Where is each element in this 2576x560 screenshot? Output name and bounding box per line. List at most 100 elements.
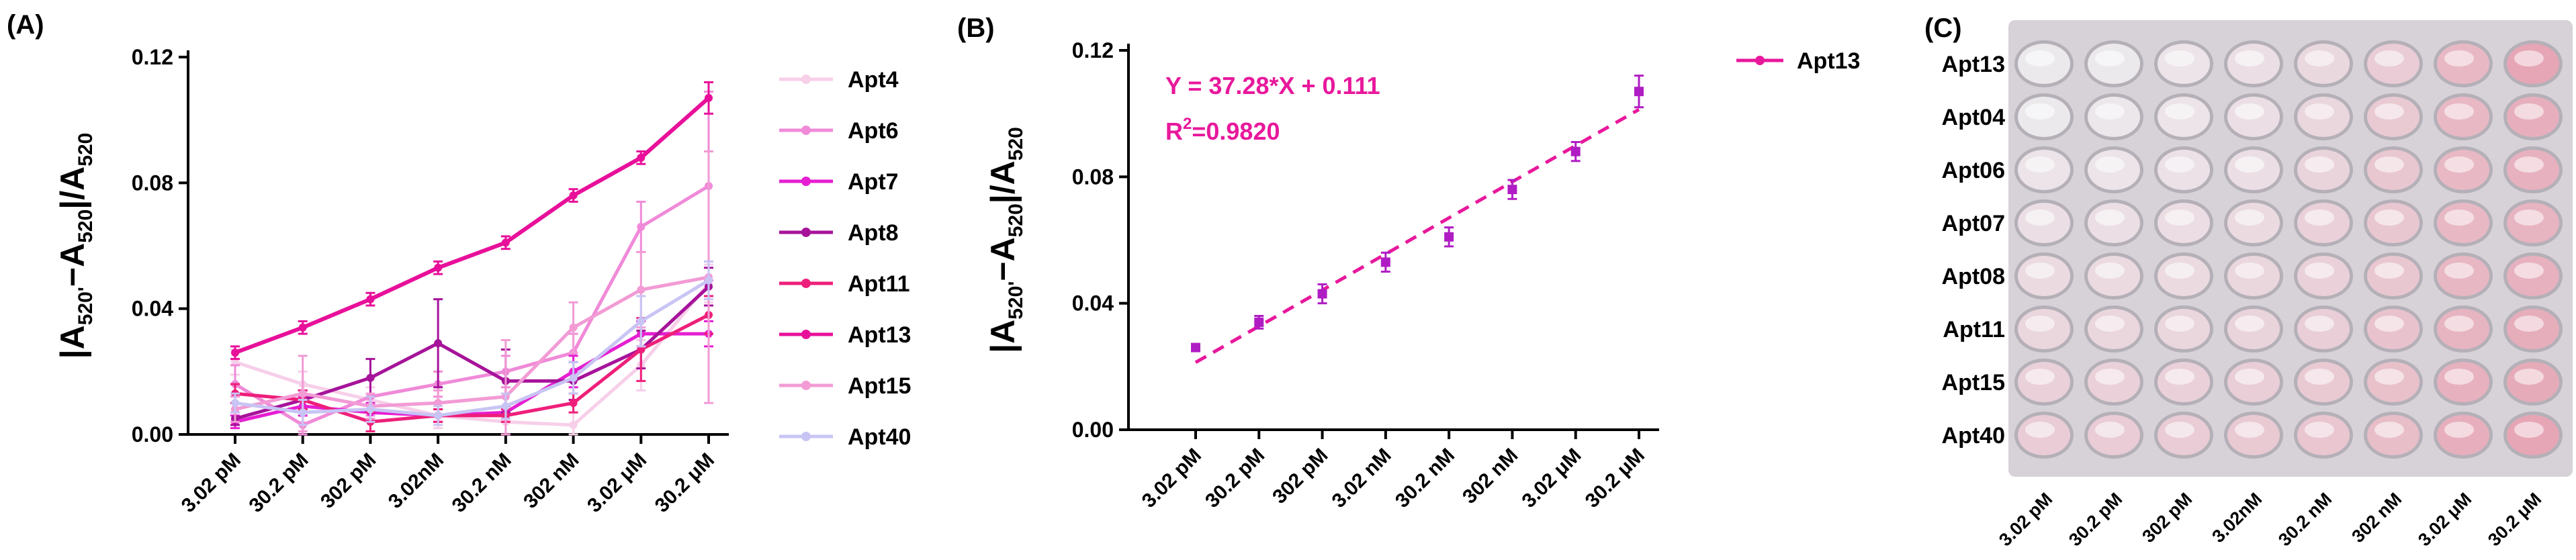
well-highlight <box>2095 103 2125 120</box>
x-tick-label: 302 pM <box>316 449 380 513</box>
data-point <box>298 408 307 417</box>
well-highlight <box>2095 263 2125 279</box>
well-highlight <box>2444 103 2474 120</box>
legend-label: Apt4 <box>848 67 899 93</box>
y-tick-label: 0.08 <box>132 171 173 195</box>
data-point <box>1254 317 1264 327</box>
plate-row-label: Apt07 <box>1942 211 2005 236</box>
x-tick-label: 3.02nM <box>384 449 448 513</box>
y-axis-label-part: 520' <box>1005 281 1027 320</box>
plate-row-label: Apt06 <box>1942 158 2005 183</box>
fit-equation-text: Y = 37.28*X + 0.111 <box>1165 72 1380 99</box>
data-point <box>1570 146 1581 156</box>
y-axis-label-part: 520 <box>75 209 97 243</box>
well-highlight <box>2025 209 2055 226</box>
plate-row-label: Apt08 <box>1942 264 2005 289</box>
panel-c-plate-photo: (C) Apt13Apt04Apt06Apt07Apt08Apt11Apt15A… <box>1924 13 2573 550</box>
series-apt15 <box>230 150 713 436</box>
data-point <box>366 405 375 414</box>
well-highlight <box>2514 422 2544 438</box>
legend-marker <box>801 126 811 135</box>
well-highlight <box>2305 209 2334 226</box>
x-tick-label: 30.2 μM <box>1581 445 1649 512</box>
data-point <box>1317 289 1327 299</box>
well-highlight <box>2374 369 2404 385</box>
plate-column-label: 30.2 nM <box>2274 489 2336 550</box>
series-line <box>234 96 710 355</box>
data-point <box>1634 87 1644 97</box>
legend-marker <box>1755 56 1765 65</box>
series-line <box>234 275 709 411</box>
plate-row-label: Apt13 <box>1942 52 2005 77</box>
y-axis-label-part: |/A <box>54 167 92 209</box>
data-point <box>637 222 646 231</box>
well-highlight <box>2374 263 2404 279</box>
x-tick-label: 302 nM <box>519 449 583 513</box>
data-point <box>569 399 578 408</box>
panel-b-y-axis-label: |A520'−A520|/A520 <box>984 127 1027 353</box>
well-highlight <box>2374 156 2404 173</box>
well-highlight <box>2444 422 2474 438</box>
data-point <box>569 420 578 429</box>
legend-label: Apt6 <box>848 118 899 144</box>
series-apt40 <box>230 260 713 426</box>
y-tick-label: 0.12 <box>1072 38 1114 62</box>
x-tick-label: 3.02 μM <box>1517 445 1585 512</box>
well-highlight <box>2374 50 2404 66</box>
legend-label: Apt8 <box>848 220 899 246</box>
well-highlight <box>2235 156 2264 173</box>
well-highlight <box>2165 50 2194 66</box>
panel-b-scatter-chart: (B) |A520'−A520|/A520 0.000.040.080.123.… <box>957 13 1860 512</box>
well-highlight <box>2235 209 2264 226</box>
plate-column-label: 302 pM <box>2138 489 2196 547</box>
well-highlight <box>2305 369 2334 385</box>
data-point <box>637 317 646 326</box>
y-tick-label: 0.00 <box>132 422 173 447</box>
fit-r2-text: R2=0.9820 <box>1165 115 1280 145</box>
panel-a-line-chart: (A) |A520'−A520|/A520 0.000.040.080.123.… <box>7 10 911 517</box>
x-tick-label: 302 pM <box>1268 445 1332 508</box>
axis-lines <box>187 50 729 436</box>
data-point <box>501 402 510 410</box>
data-point <box>569 323 578 332</box>
legend-marker <box>801 432 811 441</box>
x-tick-label: 3.02 pM <box>1138 445 1206 512</box>
plate-column-label: 3.02 μM <box>2414 489 2475 550</box>
y-tick-label: 0.08 <box>1072 165 1114 189</box>
plate-column-label: 3.02 pM <box>1995 489 2056 550</box>
data-point <box>637 285 646 294</box>
data-point <box>231 399 239 408</box>
well-highlight <box>2235 263 2264 279</box>
data-point <box>434 411 443 420</box>
well-highlight <box>2165 263 2194 279</box>
well-highlight <box>2305 156 2334 173</box>
y-axis-label: |A520'−A520|/A520 <box>54 133 97 359</box>
well-highlight <box>2025 103 2055 120</box>
series-line <box>234 279 710 418</box>
well-highlight <box>2095 156 2125 173</box>
well-highlight <box>2025 422 2055 438</box>
y-tick-label: 0.04 <box>1072 291 1114 316</box>
well-highlight <box>2165 422 2194 438</box>
well-highlight <box>2095 369 2125 385</box>
y-axis-label-part: 520' <box>75 287 97 325</box>
plate-background <box>2008 20 2573 477</box>
legend-label: Apt15 <box>848 373 911 399</box>
well-highlight <box>2165 369 2194 385</box>
well-highlight <box>2165 209 2194 226</box>
panel-b-letter: (B) <box>957 13 995 43</box>
legend-label: Apt13 <box>848 322 911 348</box>
x-tick-label: 30.2 nM <box>448 449 516 517</box>
data-point <box>1191 342 1200 353</box>
y-axis-label-part: 520 <box>1005 203 1027 237</box>
well-highlight <box>2165 156 2194 173</box>
panel-b-series <box>1191 75 1644 353</box>
plate-row-label: Apt11 <box>1943 317 2005 342</box>
well-highlight <box>2514 263 2544 279</box>
plate-column-label: 3.02nM <box>2208 489 2266 547</box>
x-tick-label: 302 nM <box>1458 445 1522 508</box>
data-point <box>231 348 239 357</box>
plate-row-label: Apt15 <box>1942 370 2005 395</box>
data-point <box>434 339 443 348</box>
plate-row-label: Apt40 <box>1942 423 2005 449</box>
